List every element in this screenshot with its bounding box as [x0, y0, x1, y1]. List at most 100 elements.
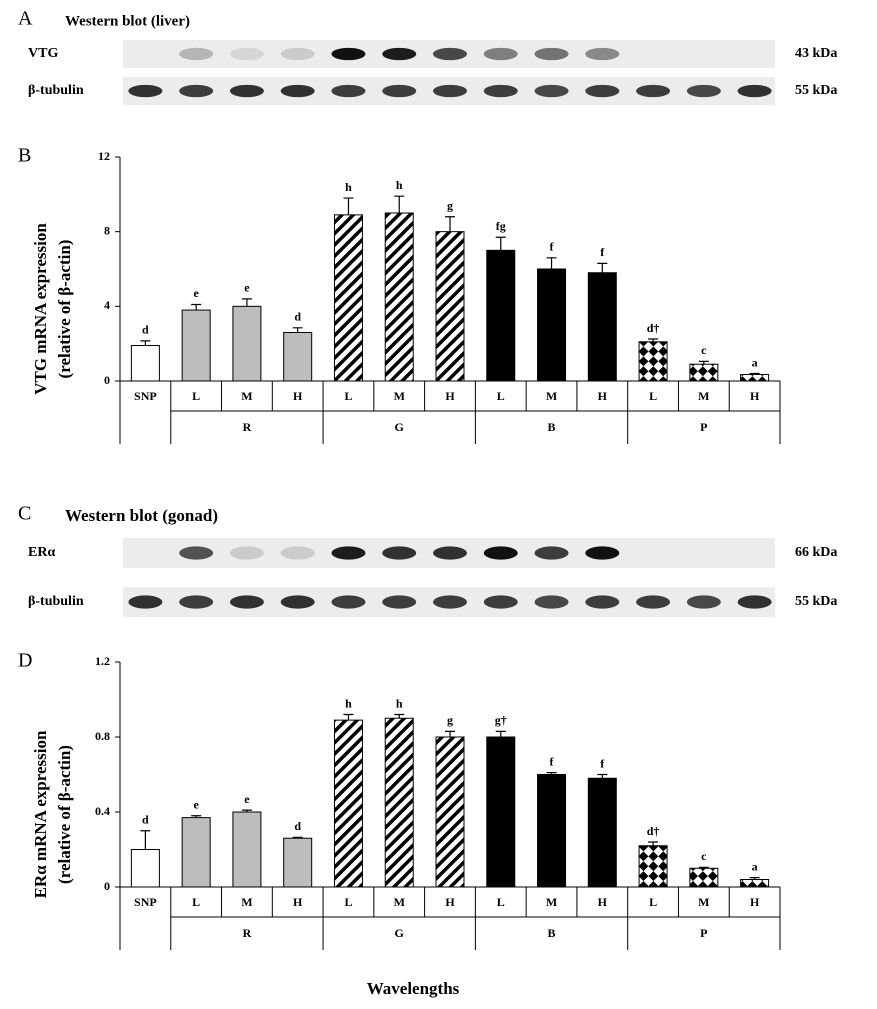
- y-axis-title: VTG mRNA expression: [31, 223, 50, 395]
- blot-size-label: 55 kDa: [795, 83, 837, 98]
- significance-label: e: [193, 286, 199, 300]
- y-tick-label: 0: [104, 879, 110, 893]
- blot-band: [280, 595, 315, 609]
- blot-size-label: 66 kDa: [795, 545, 837, 560]
- blot-band: [534, 84, 569, 98]
- error-bar: [343, 197, 354, 215]
- y-axis-title: ERα mRNA expression: [31, 730, 50, 898]
- x-tick-label: H: [598, 895, 608, 909]
- group-label: B: [548, 420, 556, 434]
- panel-letter: D: [18, 650, 32, 672]
- bar: [486, 249, 516, 382]
- significance-label: h: [345, 180, 352, 194]
- blot-band: [686, 84, 721, 98]
- blot-band: [331, 595, 366, 609]
- error-bar: [648, 841, 659, 846]
- x-tick-label: SNP: [134, 895, 157, 909]
- bar: [689, 867, 719, 888]
- error-bar: [445, 216, 455, 232]
- blot-band: [229, 47, 264, 61]
- blot-band: [382, 84, 417, 98]
- y-axis-title: (relative of β-actin): [55, 745, 74, 884]
- blot-band: [534, 47, 569, 61]
- blot-band: [636, 84, 671, 98]
- error-bar: [597, 262, 608, 273]
- error-bar: [140, 340, 151, 346]
- y-tick-label: 4: [104, 298, 110, 312]
- blot-size-label: 55 kDa: [795, 594, 837, 609]
- significance-label: e: [193, 798, 199, 812]
- significance-label: d: [142, 813, 149, 827]
- bar: [384, 212, 414, 382]
- bar: [333, 214, 363, 382]
- x-tick-label: M: [546, 895, 557, 909]
- group-label: P: [700, 926, 707, 940]
- significance-label: e: [244, 281, 250, 295]
- significance-label: a: [752, 859, 758, 873]
- significance-label: d†: [647, 321, 660, 335]
- significance-label: e: [244, 792, 250, 806]
- blot-band: [179, 84, 214, 98]
- bar: [283, 331, 313, 382]
- significance-label: g: [447, 198, 453, 212]
- blot-band: [128, 595, 163, 609]
- significance-label: f: [600, 756, 605, 770]
- error-bar: [546, 772, 557, 775]
- error-bar: [546, 257, 557, 269]
- blot-band: [229, 595, 264, 609]
- x-tick-label: H: [750, 389, 760, 403]
- error-bar: [445, 730, 455, 737]
- error-bar: [394, 195, 405, 213]
- significance-label: c: [701, 343, 707, 357]
- significance-label: a: [752, 355, 758, 369]
- bar: [587, 272, 617, 382]
- blot-band: [433, 595, 467, 609]
- x-tick-label: M: [546, 389, 557, 403]
- significance-label: f: [550, 754, 555, 768]
- blot-band: [179, 595, 214, 609]
- x-tick-label: H: [293, 895, 303, 909]
- panel-letter: C: [18, 503, 31, 525]
- significance-label: d: [142, 323, 149, 337]
- group-label: G: [395, 420, 404, 434]
- significance-label: g†: [495, 713, 507, 727]
- error-bar: [749, 877, 760, 880]
- bar: [740, 373, 770, 382]
- x-tick-label: H: [293, 389, 303, 403]
- bar: [486, 736, 516, 888]
- group-label: R: [243, 926, 252, 940]
- bar: [283, 837, 313, 888]
- error-bar: [241, 809, 252, 812]
- group-label: P: [700, 420, 707, 434]
- x-axis-title: Wavelengths: [367, 979, 460, 998]
- bar: [638, 845, 668, 888]
- blot-band: [433, 546, 467, 560]
- significance-label: d†: [647, 824, 660, 838]
- significance-label: h: [396, 178, 403, 192]
- significance-label: d: [294, 310, 301, 324]
- y-tick-label: 0: [104, 373, 110, 387]
- blot-band: [179, 546, 214, 560]
- error-bar: [292, 327, 303, 333]
- significance-label: d: [294, 819, 301, 833]
- blot-band: [585, 47, 620, 61]
- bar: [689, 363, 719, 382]
- blot-band: [128, 84, 163, 98]
- bar: [435, 231, 465, 382]
- error-bar: [495, 236, 506, 251]
- significance-label: h: [345, 696, 352, 710]
- significance-label: fg: [496, 219, 506, 233]
- bar: [638, 341, 668, 382]
- blot-band: [737, 84, 772, 98]
- significance-label: h: [396, 696, 403, 710]
- x-tick-label: L: [649, 389, 657, 403]
- blot-band: [331, 47, 366, 61]
- y-tick-label: 8: [104, 223, 110, 237]
- bar: [333, 719, 363, 888]
- blot-band: [483, 546, 518, 560]
- bar: [181, 817, 211, 888]
- blot-band: [229, 546, 264, 560]
- error-bar: [394, 713, 405, 719]
- error-bar: [698, 360, 709, 365]
